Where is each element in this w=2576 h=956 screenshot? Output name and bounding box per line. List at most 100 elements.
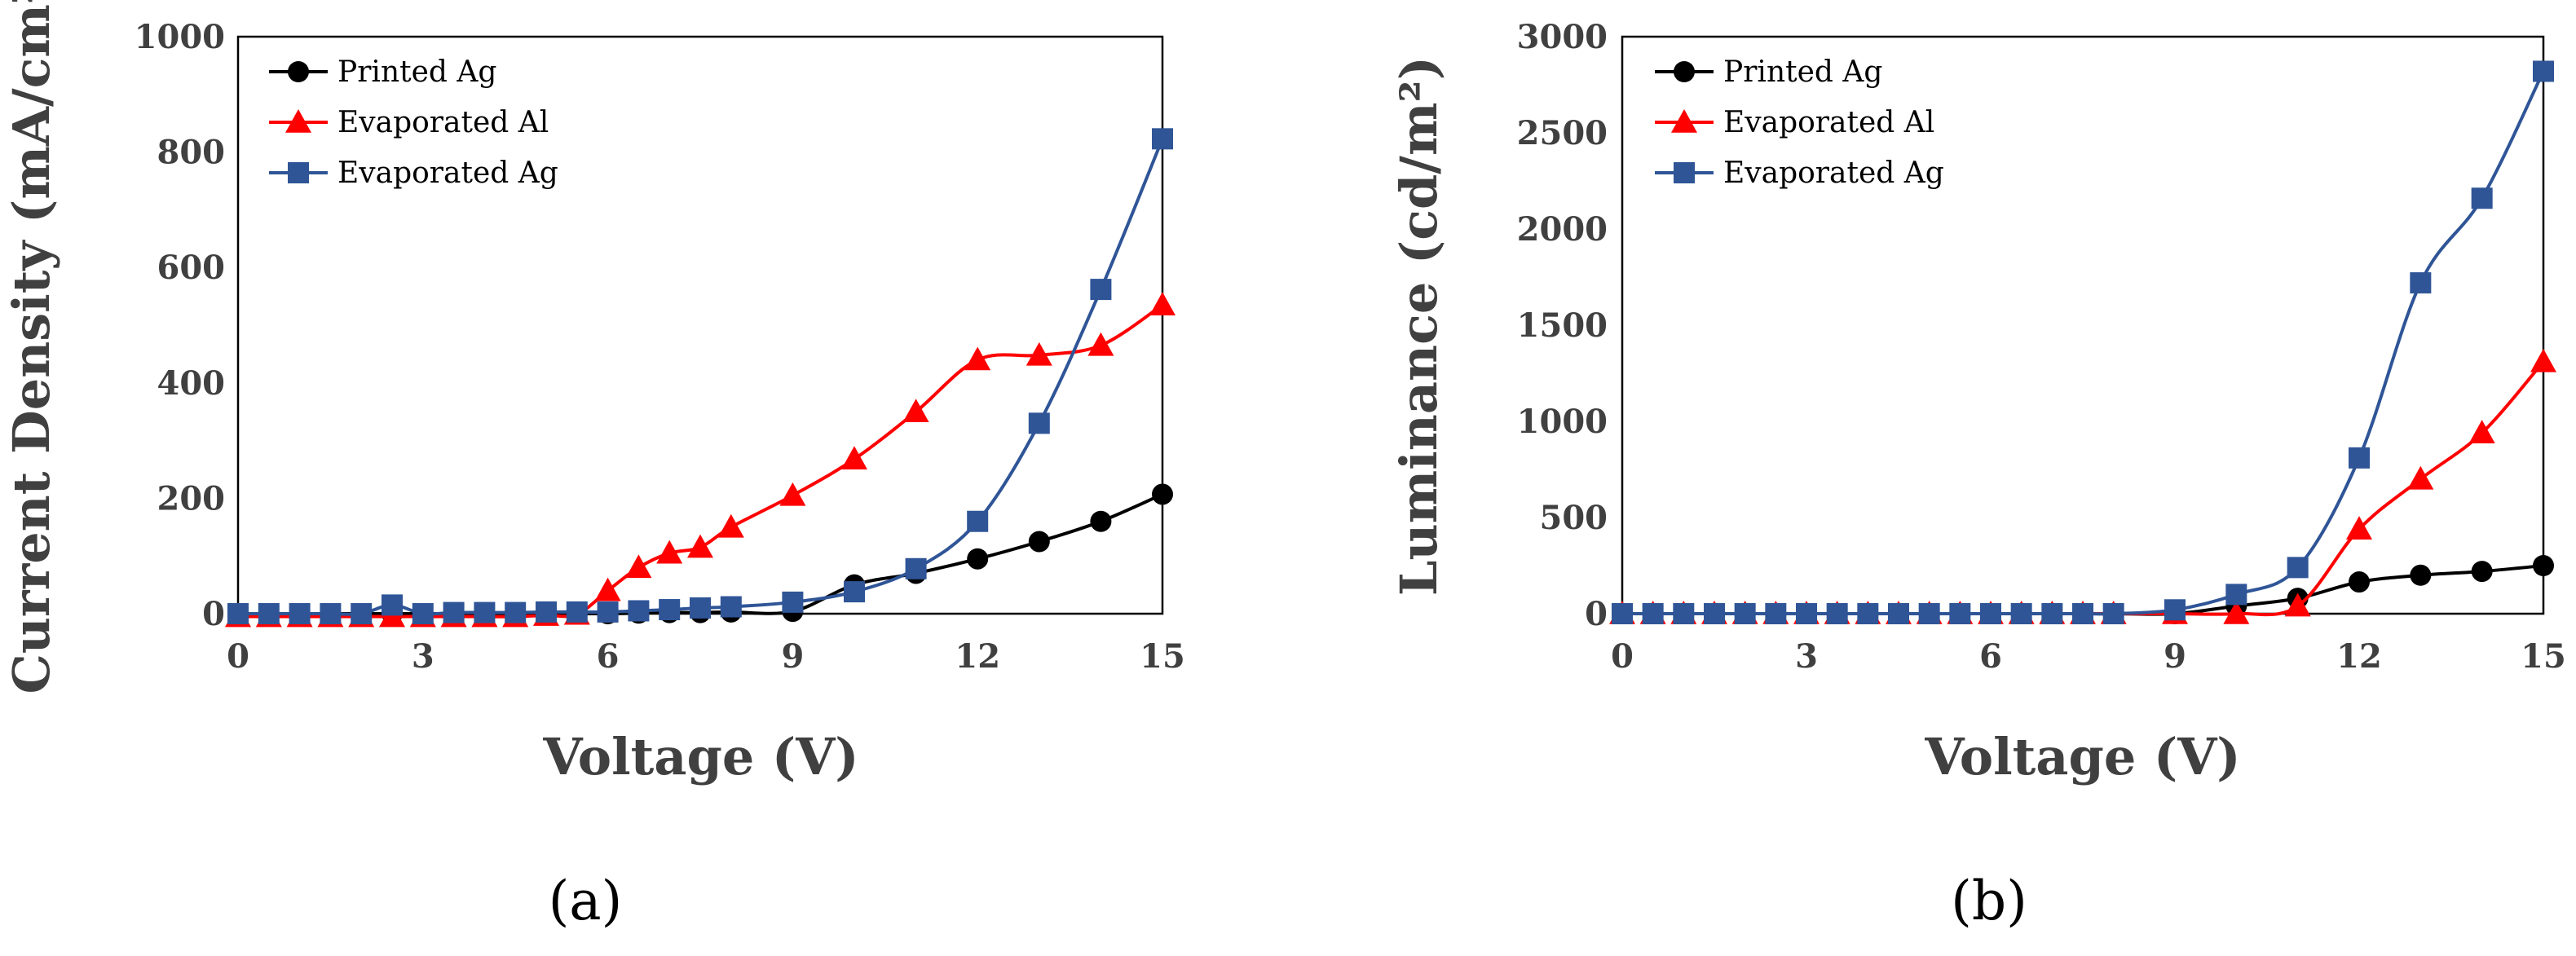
data-point [2533, 60, 2554, 82]
data-point [1949, 603, 1971, 624]
data-point [2287, 557, 2309, 579]
data-point [1028, 412, 1050, 434]
data-point [1918, 603, 1940, 624]
legend-marker [1674, 162, 1695, 183]
legend-marker [288, 162, 309, 183]
x-tick-label: 15 [1140, 637, 1185, 676]
data-point [2284, 593, 2311, 617]
data-point [717, 513, 744, 538]
data-point [659, 599, 681, 621]
data-point [2349, 571, 2370, 593]
data-point [382, 594, 403, 616]
data-point [2349, 447, 2370, 469]
data-point [687, 534, 713, 558]
y-tick-label: 2500 [1517, 114, 1608, 152]
x-tick-label: 6 [597, 637, 620, 676]
x-tick-label: 15 [2521, 637, 2566, 676]
data-point [964, 346, 991, 371]
y-tick-label: 2000 [1517, 210, 1608, 249]
x-axis-title: Voltage (V) [542, 727, 858, 786]
legend: Printed Ag Evaporated Al Evaporated Ag [1655, 55, 1944, 190]
x-tick-label: 12 [955, 637, 1000, 676]
data-point [844, 581, 865, 603]
y-tick-label: 1500 [1517, 306, 1608, 345]
data-point [289, 603, 311, 624]
data-point [1152, 128, 1173, 150]
data-point [967, 548, 989, 570]
y-tick-label: 1000 [1517, 403, 1608, 441]
data-point [320, 603, 342, 624]
data-point [782, 591, 804, 613]
data-point [2471, 187, 2493, 209]
data-point [905, 557, 927, 579]
series-evaporated-ag [227, 128, 1173, 624]
data-point [227, 603, 249, 624]
data-point [2041, 603, 2063, 624]
data-point [2010, 603, 2032, 624]
data-point [2225, 584, 2247, 606]
data-point [2346, 516, 2372, 540]
data-point [2410, 272, 2432, 294]
data-point [2410, 564, 2432, 586]
data-point [720, 596, 742, 618]
y-tick-label: 3000 [1517, 18, 1608, 56]
chart-panel-1: 0 200 400 600 800 1000 0 3 6 9 12 15 Voltage (V) Curr… [2, 0, 1185, 932]
y-tick-label: 200 [157, 479, 226, 518]
data-point [1734, 603, 1756, 624]
chart-panel-2: 0 500 1000 1500 2000 2500 3000 0 3 6 9 12 15 Voltage … [1389, 18, 2566, 932]
data-point [443, 601, 465, 623]
data-point [1704, 603, 1725, 624]
y-tick-label: 400 [157, 364, 226, 403]
data-point [2407, 465, 2434, 490]
y-tick-label: 600 [157, 249, 226, 287]
y-tick-label: 500 [1540, 499, 1608, 537]
data-point [902, 399, 929, 422]
data-point [779, 482, 806, 506]
data-point [474, 601, 496, 623]
x-tick-label: 0 [1611, 637, 1634, 676]
x-tick-label: 3 [1795, 637, 1818, 676]
series-line [237, 303, 1164, 619]
legend-marker [285, 109, 311, 133]
data-point [412, 603, 434, 624]
panel-label: (a) [549, 870, 623, 932]
data-point [656, 540, 683, 564]
legend-entry: Printed Ag [337, 55, 496, 89]
x-tick-label: 3 [412, 637, 434, 676]
data-point [351, 603, 373, 624]
data-point [1826, 603, 1848, 624]
data-point [1980, 603, 2001, 624]
series-evaporated-al [225, 292, 1176, 628]
data-point [1642, 603, 1664, 624]
data-point [2223, 601, 2250, 624]
data-point [625, 554, 652, 579]
series-evaporated-ag [1612, 60, 2554, 624]
data-point [2533, 555, 2554, 576]
y-tick-label: 1000 [135, 18, 225, 56]
x-axis-title: Voltage (V) [1924, 727, 2240, 786]
legend-marker [1674, 61, 1695, 82]
legend-entry: Evaporated Ag [1723, 156, 1944, 190]
data-point [841, 446, 867, 470]
data-point [2102, 603, 2124, 624]
data-point [566, 601, 588, 623]
data-point [1612, 603, 1633, 624]
x-tick-label: 6 [1979, 637, 2002, 676]
x-tick-label: 9 [781, 637, 804, 676]
data-point [2468, 420, 2495, 443]
data-point [597, 601, 619, 623]
data-point [1673, 603, 1695, 624]
data-point [628, 600, 650, 622]
x-tick-label: 9 [2164, 637, 2186, 676]
data-point [1090, 510, 1112, 532]
data-point [1028, 531, 1050, 553]
y-tick-label: 0 [1585, 595, 1608, 633]
legend-entry: Printed Ag [1723, 55, 1882, 89]
data-point [1026, 341, 1052, 366]
y-tick-label: 0 [202, 595, 225, 633]
data-point [2471, 561, 2493, 583]
data-point [1888, 603, 1909, 624]
data-point [1149, 292, 1176, 316]
legend-marker [1671, 109, 1697, 133]
